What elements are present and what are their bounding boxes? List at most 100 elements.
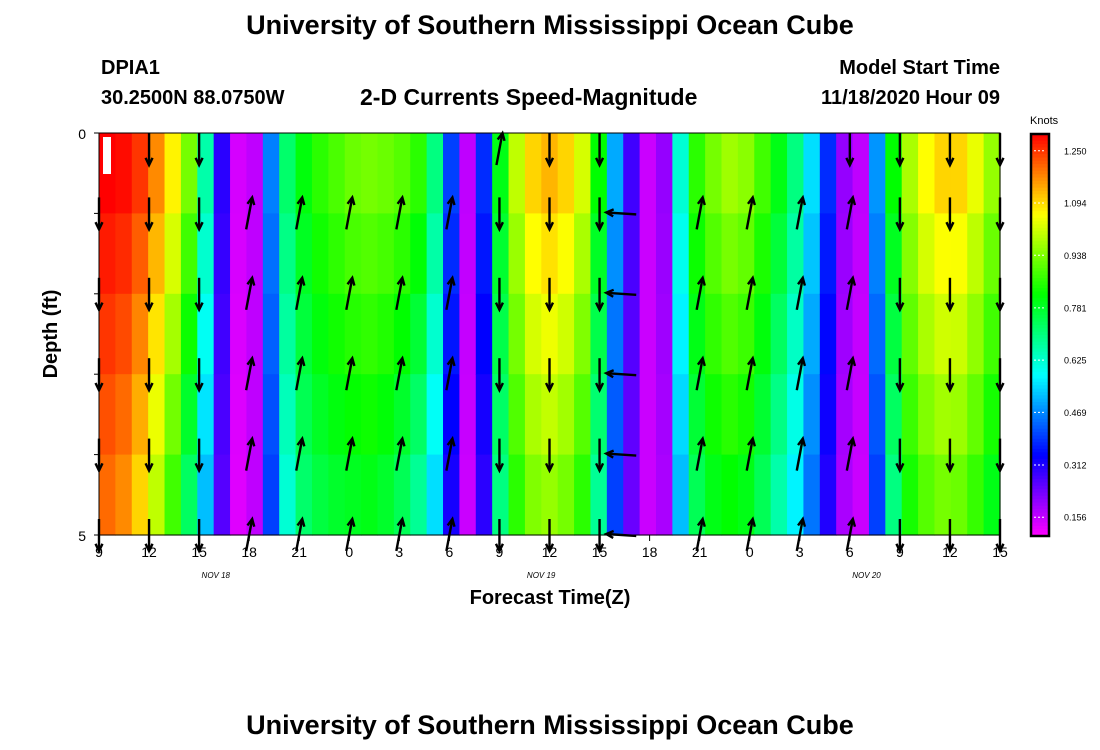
heat-cell	[787, 213, 805, 295]
heat-cell	[492, 133, 510, 214]
heat-cell	[541, 293, 559, 375]
heat-cell	[950, 213, 968, 295]
heat-cell	[361, 213, 379, 295]
colorbar-cell	[1031, 180, 1049, 185]
heat-cell	[819, 133, 837, 214]
heat-cell	[197, 293, 215, 375]
colorbar-cell	[1031, 231, 1049, 235]
colorbar-cell	[1031, 351, 1049, 356]
heat-cell	[672, 374, 690, 456]
colorbar-cell	[1031, 381, 1049, 386]
heat-cell	[836, 293, 854, 375]
heat-cell	[639, 374, 657, 456]
heat-cell	[361, 133, 379, 214]
colorbar-cell	[1031, 288, 1049, 292]
heat-cell	[508, 374, 526, 456]
colorbar-tick-label: 1.250	[1064, 146, 1087, 156]
heat-cell	[623, 454, 641, 536]
heat-cell	[770, 374, 788, 456]
colorbar-cell	[1031, 160, 1049, 165]
current-arrow	[845, 435, 857, 471]
heat-cell	[393, 293, 411, 375]
current-arrow	[594, 277, 605, 313]
heat-cell	[574, 293, 592, 375]
colorbar-cell	[1031, 398, 1049, 403]
colorbar-cell	[1031, 479, 1049, 483]
heat-cell	[655, 213, 673, 295]
current-arrow	[945, 197, 955, 233]
heat-cell	[311, 133, 329, 214]
heat-cell	[655, 133, 673, 214]
heat-cell	[934, 293, 952, 375]
x-tick-label: 21	[291, 544, 307, 560]
heat-cell	[115, 133, 133, 214]
heat-cell	[754, 293, 772, 375]
heat-cell	[655, 374, 673, 456]
x-tick-label: 9	[896, 544, 904, 560]
heat-cell	[164, 133, 182, 214]
heat-cell	[131, 454, 149, 536]
x-tick-label: 18	[241, 544, 257, 560]
model-start-label: Model Start Time	[839, 57, 1000, 79]
colorbar-cell	[1031, 378, 1049, 383]
heat-cell	[705, 293, 723, 375]
heat-cell	[279, 213, 297, 295]
current-arrow	[594, 133, 605, 168]
x-tick-label: 12	[942, 544, 958, 560]
current-arrow	[244, 275, 256, 311]
x-axis-label: Forecast Time(Z)	[470, 587, 631, 609]
heat-cell	[475, 213, 493, 295]
heat-cell	[459, 213, 477, 295]
heat-cell	[295, 213, 313, 295]
heat-cell	[99, 213, 116, 295]
heat-cell	[443, 293, 460, 375]
x-tick-label: 0	[345, 544, 353, 560]
colorbar-tick-label: 0.625	[1064, 356, 1087, 366]
current-arrow	[494, 197, 505, 233]
current-arrow	[544, 197, 555, 233]
colorbar-tick-label: 0.938	[1064, 251, 1087, 261]
heat-cell	[180, 133, 198, 214]
heat-cell	[934, 374, 952, 456]
heat-cell	[361, 293, 379, 375]
heat-cell	[983, 293, 1001, 375]
current-arrow	[845, 194, 857, 230]
start-marker	[103, 137, 111, 174]
heat-cell	[344, 293, 362, 375]
speed-heatmap	[99, 133, 1001, 536]
x-tick-label: 3	[796, 544, 804, 560]
heat-cell	[672, 454, 690, 536]
heat-cell	[426, 374, 444, 456]
colorbar-cell	[1031, 174, 1049, 179]
heat-cell	[213, 374, 231, 456]
heat-cell	[868, 213, 886, 295]
heat-cell	[344, 133, 362, 214]
heat-cell	[197, 133, 215, 214]
heat-cell	[443, 374, 460, 456]
heat-cell	[295, 374, 313, 456]
colorbar-cell	[1031, 254, 1049, 259]
heat-cell	[983, 213, 1001, 295]
colorbar-cell	[1031, 264, 1049, 269]
heat-cell	[492, 454, 510, 536]
current-arrow	[395, 435, 406, 471]
chart-title: 2-D Currents Speed-Magnitude	[360, 84, 698, 110]
colorbar-cell	[1031, 301, 1049, 306]
colorbar-cell	[1031, 489, 1049, 493]
heat-cell	[262, 293, 280, 375]
colorbar-cell	[1031, 304, 1049, 309]
colorbar-cell	[1031, 207, 1049, 212]
heat-cell	[557, 293, 575, 375]
heat-cell	[918, 374, 936, 456]
heat-cell	[279, 133, 297, 214]
heat-cell	[393, 454, 411, 536]
x-tick-label: 6	[445, 544, 453, 560]
heat-cell	[115, 454, 133, 536]
current-arrow	[194, 438, 204, 474]
heat-cell	[377, 454, 395, 536]
colorbar-cell	[1031, 261, 1049, 266]
heat-cell	[524, 374, 542, 456]
colorbar-cell	[1031, 435, 1049, 440]
heat-cell	[983, 454, 1001, 536]
